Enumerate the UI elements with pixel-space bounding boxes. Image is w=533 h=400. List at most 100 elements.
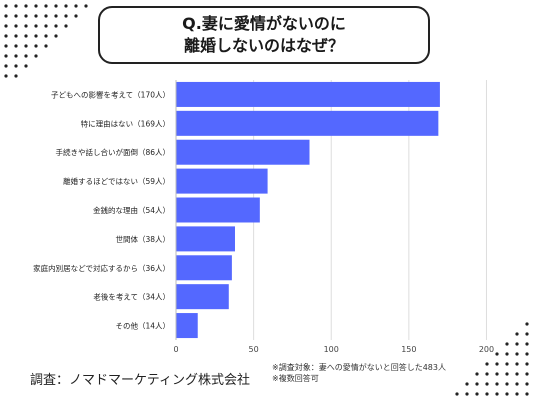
decor-dot bbox=[44, 34, 48, 38]
decor-dot bbox=[14, 34, 18, 38]
survey-notes: ※調査対象：妻への愛情がないと回答した483人 ※複数回答可 bbox=[272, 362, 446, 384]
decor-dot bbox=[525, 322, 529, 326]
category-label: 家庭内別居などで対応するから（36人） bbox=[33, 263, 170, 273]
decor-dot bbox=[34, 24, 38, 28]
decor-dot bbox=[505, 362, 509, 366]
decor-dot bbox=[485, 362, 489, 366]
decor-dot bbox=[505, 392, 509, 396]
decor-dot bbox=[505, 372, 509, 376]
decor-dot bbox=[14, 4, 18, 8]
decor-dot bbox=[485, 372, 489, 376]
decor-dot bbox=[34, 44, 38, 48]
decor-dot bbox=[34, 14, 38, 18]
bar bbox=[176, 284, 229, 310]
decor-dot bbox=[64, 14, 68, 18]
decor-dot bbox=[495, 382, 499, 386]
decor-dot bbox=[475, 392, 479, 396]
decor-dot bbox=[34, 34, 38, 38]
decor-dot bbox=[44, 14, 48, 18]
decor-dot bbox=[525, 352, 529, 356]
decor-dot bbox=[84, 4, 88, 8]
decor-dot bbox=[74, 4, 78, 8]
decor-dot bbox=[24, 14, 28, 18]
x-tick-label: 200 bbox=[479, 345, 494, 354]
bar bbox=[176, 168, 268, 194]
decor-dot bbox=[54, 24, 58, 28]
decor-dot bbox=[54, 4, 58, 8]
dot-pattern-bottom-right bbox=[455, 322, 529, 396]
category-label: 金銭的な理由（54人） bbox=[93, 205, 170, 215]
bar bbox=[176, 139, 310, 165]
decor-dot bbox=[485, 382, 489, 386]
decor-dot bbox=[515, 392, 519, 396]
decor-dot bbox=[4, 24, 8, 28]
title-box: Q.妻に愛情がないのに 離婚しないのはなぜ？ bbox=[98, 6, 430, 64]
survey-target-note: ※調査対象：妻への愛情がないと回答した483人 bbox=[272, 363, 446, 372]
decor-dot bbox=[515, 332, 519, 336]
decor-dot bbox=[14, 64, 18, 68]
decor-dot bbox=[24, 64, 28, 68]
decor-dot bbox=[14, 24, 18, 28]
decor-dot bbox=[495, 352, 499, 356]
bar bbox=[176, 81, 440, 107]
decor-dot bbox=[515, 382, 519, 386]
bar bbox=[176, 255, 232, 281]
x-tick-label: 150 bbox=[401, 345, 416, 354]
decor-dot bbox=[515, 362, 519, 366]
decor-dot bbox=[44, 4, 48, 8]
decor-dot bbox=[24, 4, 28, 8]
decor-dot bbox=[475, 372, 479, 376]
decor-dot bbox=[4, 14, 8, 18]
decor-dot bbox=[24, 44, 28, 48]
decor-dot bbox=[14, 14, 18, 18]
decor-dot bbox=[44, 44, 48, 48]
bar bbox=[176, 313, 198, 339]
category-label: 手続きや話し合いが面倒（86人） bbox=[55, 147, 170, 157]
decor-dot bbox=[515, 342, 519, 346]
decor-dot bbox=[14, 54, 18, 58]
decor-dot bbox=[4, 54, 8, 58]
decor-dot bbox=[515, 372, 519, 376]
decor-dot bbox=[4, 4, 8, 8]
decor-dot bbox=[54, 34, 58, 38]
decor-dot bbox=[14, 44, 18, 48]
decor-dot bbox=[64, 24, 68, 28]
bar bbox=[176, 197, 260, 223]
decor-dot bbox=[4, 34, 8, 38]
decor-dot bbox=[34, 54, 38, 58]
decor-dot bbox=[24, 24, 28, 28]
category-label: 老後を考えて（34人） bbox=[93, 292, 170, 302]
decor-dot bbox=[465, 382, 469, 386]
decor-dot bbox=[515, 352, 519, 356]
decor-dot bbox=[14, 74, 18, 78]
bar bbox=[176, 110, 439, 136]
survey-source: 調査：ノマドマーケティング株式会社 bbox=[30, 373, 250, 388]
title-line-2: 離婚しないのはなぜ？ bbox=[183, 36, 344, 55]
decor-dot bbox=[24, 34, 28, 38]
decor-dot bbox=[495, 362, 499, 366]
decor-dot bbox=[74, 14, 78, 18]
decor-dot bbox=[525, 362, 529, 366]
decor-dot bbox=[495, 372, 499, 376]
x-tick-label: 50 bbox=[249, 345, 259, 354]
category-label: 離婚するほどではない（59人） bbox=[63, 176, 170, 186]
decor-dot bbox=[495, 392, 499, 396]
decor-dot bbox=[525, 342, 529, 346]
category-label: その他（14人） bbox=[115, 321, 170, 331]
decor-dot bbox=[44, 24, 48, 28]
dot-pattern-top-left bbox=[4, 4, 88, 78]
x-tick-label: 0 bbox=[173, 345, 178, 354]
category-label: 特に理由はない（169人） bbox=[81, 118, 170, 128]
category-label: 子どもへの影響を考えて（170人） bbox=[51, 89, 170, 99]
decor-dot bbox=[64, 4, 68, 8]
decor-dot bbox=[465, 392, 469, 396]
decor-dot bbox=[505, 382, 509, 386]
decor-dot bbox=[455, 392, 459, 396]
decor-dot bbox=[4, 74, 8, 78]
decor-dot bbox=[525, 392, 529, 396]
category-label: 世間体（38人） bbox=[115, 234, 170, 244]
decor-dot bbox=[505, 342, 509, 346]
decor-dot bbox=[34, 4, 38, 8]
decor-dot bbox=[4, 64, 8, 68]
